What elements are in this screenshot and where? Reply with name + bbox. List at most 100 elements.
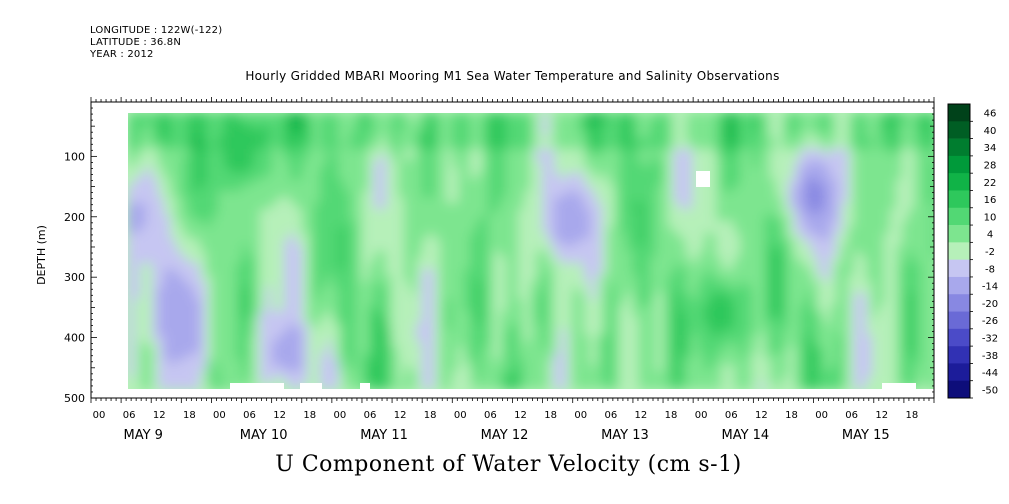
heatmap-cell [512, 311, 519, 318]
heatmap-cell [314, 179, 321, 186]
heatmap-cell [428, 155, 435, 162]
heatmap-cell [344, 185, 351, 192]
heatmap-cell [248, 233, 255, 240]
heatmap-cell [500, 185, 507, 192]
heatmap-cell [266, 335, 273, 342]
heatmap-cell [236, 119, 243, 126]
heatmap-cell [740, 281, 747, 288]
heatmap-cell [680, 305, 687, 312]
heatmap-cell [236, 203, 243, 210]
heatmap-cell [296, 263, 303, 270]
heatmap-cell [242, 341, 249, 348]
heatmap-cell [290, 383, 297, 389]
heatmap-cell [482, 125, 489, 132]
heatmap-cell [728, 275, 735, 282]
heatmap-cell [638, 239, 645, 246]
heatmap-cell [350, 227, 357, 234]
heatmap-cell [320, 143, 327, 150]
heatmap-cell [332, 347, 339, 354]
heatmap-cell [194, 359, 201, 366]
heatmap-cell [584, 239, 591, 246]
heatmap-cell [746, 203, 753, 210]
heatmap-cell [410, 335, 417, 342]
heatmap-cell [386, 371, 393, 378]
heatmap-cell [638, 287, 645, 294]
heatmap-cell [650, 245, 657, 252]
heatmap-cell [386, 293, 393, 300]
heatmap-cell [134, 173, 141, 180]
heatmap-cell [572, 239, 579, 246]
heatmap-cell [404, 131, 411, 138]
heatmap-cell [344, 311, 351, 318]
heatmap-cell [560, 215, 567, 222]
heatmap-cell [248, 281, 255, 288]
heatmap-cell [212, 149, 219, 156]
heatmap-cell [770, 251, 777, 258]
heatmap-cell [314, 275, 321, 282]
heatmap-cell [140, 125, 147, 132]
heatmap-cell [482, 383, 489, 389]
heatmap-cell [740, 257, 747, 264]
heatmap-cell [368, 233, 375, 240]
heatmap-cell [590, 359, 597, 366]
heatmap-cell [566, 239, 573, 246]
heatmap-cell [218, 137, 225, 144]
heatmap-cell [272, 281, 279, 288]
heatmap-cell [482, 179, 489, 186]
heatmap-cell [626, 359, 633, 366]
heatmap-cell [656, 203, 663, 210]
heatmap-cell [644, 323, 651, 330]
heatmap-cell [668, 317, 675, 324]
heatmap-cell [212, 323, 219, 330]
heatmap-cell [602, 179, 609, 186]
heatmap-cell [692, 179, 699, 186]
heatmap-cell [518, 113, 525, 120]
heatmap-cell [410, 113, 417, 120]
heatmap-cell [266, 281, 273, 288]
heatmap-cell [434, 215, 441, 222]
heatmap-cell [362, 155, 369, 162]
heatmap-cell [206, 191, 213, 198]
heatmap-cell [176, 221, 183, 228]
heatmap-cell [560, 137, 567, 144]
heatmap-cell [488, 263, 495, 270]
heatmap-cell [494, 233, 501, 240]
heatmap-cell [254, 131, 261, 138]
heatmap-cell [338, 209, 345, 216]
heatmap-cell [494, 323, 501, 330]
heatmap-cell [746, 287, 753, 294]
heatmap-cell [440, 311, 447, 318]
heatmap-cell [380, 305, 387, 312]
heatmap-cell [380, 317, 387, 324]
heatmap-cell [152, 323, 159, 330]
heatmap-cell [308, 335, 315, 342]
heatmap-cell [632, 335, 639, 342]
heatmap-cell [728, 191, 735, 198]
heatmap-cell [776, 239, 783, 246]
heatmap-cell [680, 365, 687, 372]
heatmap-cell [200, 263, 207, 270]
heatmap-cell [290, 131, 297, 138]
heatmap-cell [668, 377, 675, 384]
heatmap-cell [140, 257, 147, 264]
heatmap-cell [206, 197, 213, 204]
heatmap-cell [374, 203, 381, 210]
heatmap-cell [230, 371, 237, 378]
heatmap-cell [668, 173, 675, 180]
heatmap-cell [446, 173, 453, 180]
heatmap-cell [524, 371, 531, 378]
heatmap-cell [776, 221, 783, 228]
heatmap-cell [674, 191, 681, 198]
heatmap-cell [188, 371, 195, 378]
heatmap-cell [386, 209, 393, 216]
heatmap-cell [662, 203, 669, 210]
heatmap-cell [434, 143, 441, 150]
heatmap-cell [566, 233, 573, 240]
heatmap-cell [296, 197, 303, 204]
heatmap-cell [626, 353, 633, 360]
heatmap-cell [176, 143, 183, 150]
heatmap-cell [536, 287, 543, 294]
heatmap-cell [698, 383, 705, 389]
heatmap-cell [596, 209, 603, 216]
heatmap-cell [644, 233, 651, 240]
